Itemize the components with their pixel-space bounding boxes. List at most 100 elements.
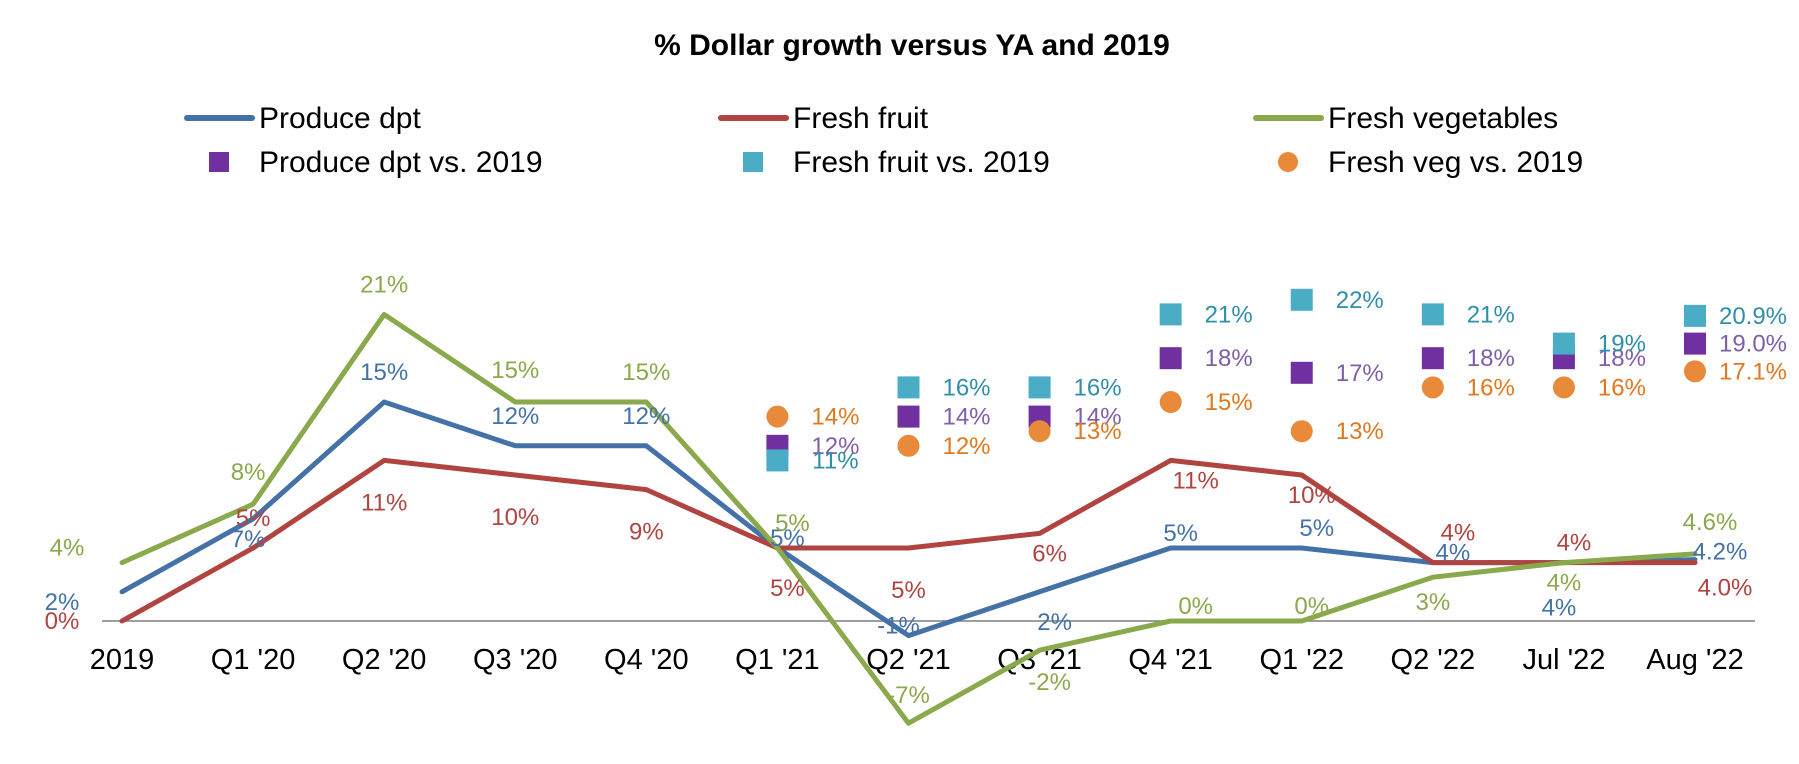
marker-produce-dpt-vs-2019-q4-21 [1159, 347, 1182, 370]
legend-produce-dpt-vs-2019-label: Produce dpt vs. 2019 [259, 146, 543, 179]
label-fresh-vegetables-q4-21: 0% [1178, 593, 1213, 620]
legend-produce-dpt-label: Produce dpt [259, 102, 421, 135]
label-fresh-fruit-q4-21: 11% [1173, 467, 1219, 494]
line-fresh-fruit [119, 457, 1698, 624]
x-tick-2019: 2019 [90, 644, 155, 676]
x-tick-q1-20: Q1 '20 [211, 644, 296, 676]
label-produce-dpt-q1-20: 7% [231, 526, 266, 553]
label-fresh-fruit-q3-20: 10% [491, 504, 539, 531]
label-fresh-vegetables-aug-22: 4.6% [1683, 509, 1738, 536]
label-produce-dpt-q4-21: 5% [1163, 520, 1198, 547]
line-fresh-vegetables [119, 311, 1698, 726]
marker-produce-dpt-vs-2019-q2-22 [1421, 347, 1444, 370]
label-produce-dpt-q3-21: 2% [1037, 609, 1072, 636]
legend: Produce dpt Fresh fruit Fresh vegetables Pr… [184, 102, 1583, 179]
label-fresh-vegetables-q1-20: 8% [231, 459, 266, 486]
legend-produce-dpt-vs-2019-swatch [209, 152, 229, 172]
label-produce-dpt-vs-2019-jul-22: 18% [1598, 345, 1646, 372]
legend-fresh-fruit: Fresh fruit [718, 102, 929, 135]
marker-fresh-fruit-vs-2019-q4-21 [1159, 303, 1182, 326]
label-fresh-veg-vs-2019-jul-22: 16% [1598, 374, 1646, 401]
marker-fresh-veg-vs-2019-q1-22 [1290, 420, 1313, 443]
label-fresh-fruit-vs-2019-q3-21: 16% [1074, 374, 1122, 401]
label-fresh-fruit-q4-20: 9% [629, 519, 664, 546]
label-produce-dpt-2019: 2% [45, 589, 80, 616]
marker-fresh-veg-vs-2019-q3-21 [1028, 420, 1051, 443]
marker-fresh-fruit-vs-2019-q2-22 [1421, 303, 1444, 326]
label-fresh-fruit-vs-2019-q2-22: 21% [1467, 301, 1515, 328]
line-series [119, 311, 1698, 726]
legend-fresh-vegetables-label: Fresh vegetables [1328, 102, 1558, 135]
label-fresh-fruit-vs-2019-q4-21: 21% [1205, 301, 1253, 328]
label-fresh-vegetables-jul-22: 4% [1547, 570, 1582, 597]
label-produce-dpt-q3-20: 12% [491, 403, 539, 430]
legend-fresh-fruit-vs-2019-swatch [743, 152, 763, 172]
label-fresh-fruit-vs-2019-q1-21: 11% [812, 447, 858, 474]
marker-fresh-veg-vs-2019-jul-22 [1552, 376, 1575, 399]
label-fresh-fruit-vs-2019-aug-22: 20.9% [1719, 303, 1787, 330]
data-labels: 2%7%15%12% 12%5%-1% 2%5% 5%4%4%4.2%0%5%11%1… [45, 271, 1787, 709]
label-fresh-fruit-jul-22: 4% [1557, 530, 1592, 557]
x-tick-aug-22: Aug '22 [1646, 644, 1743, 676]
label-produce-dpt-q2-21: -1% [877, 613, 920, 640]
label-fresh-vegetables-2019: 4% [50, 535, 85, 562]
label-produce-dpt-q2-20: 15% [360, 359, 408, 386]
label-fresh-vegetables-q3-21: -2% [1028, 669, 1071, 696]
legend-produce-dpt: Produce dpt [184, 102, 421, 135]
legend-fresh-veg-vs-2019-swatch [1278, 152, 1298, 172]
label-fresh-veg-vs-2019-q1-22: 13% [1336, 418, 1384, 445]
label-fresh-fruit-q2-22: 4% [1440, 520, 1475, 547]
x-tick-q4-20: Q4 '20 [604, 644, 689, 676]
label-fresh-veg-vs-2019-aug-22: 17.1% [1719, 358, 1787, 385]
label-fresh-vegetables-q1-21: 5% [775, 510, 810, 537]
marker-fresh-fruit-vs-2019-q2-21 [897, 376, 920, 399]
label-fresh-fruit-vs-2019-q2-21: 16% [942, 374, 990, 401]
label-fresh-vegetables-q2-22: 3% [1415, 589, 1450, 616]
label-produce-dpt-q2-22: 4% [1435, 540, 1470, 567]
label-fresh-fruit-q3-21: 6% [1032, 540, 1067, 567]
label-produce-dpt-vs-2019-aug-22: 19.0% [1719, 331, 1787, 358]
label-fresh-vegetables-q2-21: -7% [887, 682, 930, 709]
label-produce-dpt-vs-2019-q1-21: 12% [811, 433, 859, 460]
x-tick-q1-21: Q1 '21 [735, 644, 820, 676]
marker-fresh-fruit-vs-2019-q3-21 [1028, 376, 1051, 399]
label-fresh-fruit-q1-20: 5% [236, 505, 271, 532]
label-produce-dpt-q4-20: 12% [622, 403, 670, 430]
label-fresh-fruit-vs-2019-jul-22: 19% [1598, 331, 1646, 358]
x-tick-q2-21: Q2 '21 [866, 644, 951, 676]
label-produce-dpt-vs-2019-q2-22: 18% [1467, 345, 1515, 372]
marker-fresh-veg-vs-2019-aug-22 [1684, 360, 1706, 383]
label-produce-dpt-jul-22: 4% [1542, 595, 1577, 622]
legend-fresh-fruit-vs-2019-label: Fresh fruit vs. 2019 [793, 146, 1050, 179]
label-produce-dpt-aug-22: 4.2% [1693, 539, 1748, 566]
label-fresh-veg-vs-2019-q2-21: 12% [942, 433, 990, 460]
legend-fresh-vegetables: Fresh vegetables [1253, 102, 1558, 135]
label-fresh-veg-vs-2019-q4-21: 15% [1205, 389, 1253, 416]
marker-fresh-fruit-vs-2019-q1-21 [766, 449, 789, 472]
label-produce-dpt-vs-2019-q4-21: 18% [1205, 345, 1253, 372]
label-fresh-fruit-aug-22: 4.0% [1698, 575, 1753, 602]
label-fresh-vegetables-q3-20: 15% [491, 357, 539, 384]
label-fresh-fruit-q1-21: 5% [770, 575, 805, 602]
legend-produce-dpt-vs-2019: Produce dpt vs. 2019 [209, 146, 543, 179]
label-fresh-vegetables-q2-20: 21% [360, 271, 408, 298]
label-produce-dpt-q1-21: 5% [770, 525, 805, 552]
chart-title: % Dollar growth versus YA and 2019 [654, 29, 1170, 62]
legend-fresh-veg-vs-2019: Fresh veg vs. 2019 [1278, 146, 1583, 179]
x-tick-q2-20: Q2 '20 [342, 644, 427, 676]
x-tick-q4-21: Q4 '21 [1128, 644, 1213, 676]
legend-fresh-fruit-label: Fresh fruit [793, 102, 929, 135]
marker-produce-dpt-vs-2019-q2-21 [897, 405, 920, 428]
legend-fresh-fruit-vs-2019: Fresh fruit vs. 2019 [743, 146, 1050, 179]
label-fresh-fruit-q1-22: 10% [1288, 482, 1336, 509]
marker-produce-dpt-vs-2019-aug-22 [1684, 332, 1706, 355]
label-fresh-fruit-vs-2019-q1-22: 22% [1336, 287, 1384, 314]
label-fresh-fruit-q2-20: 11% [361, 489, 407, 516]
marker-fresh-veg-vs-2019-q1-21 [766, 405, 789, 428]
label-fresh-veg-vs-2019-q3-21: 13% [1074, 418, 1122, 445]
marker-fresh-fruit-vs-2019-jul-22 [1552, 332, 1575, 355]
label-produce-dpt-vs-2019-q3-21: 14% [1074, 404, 1122, 431]
legend-fresh-veg-vs-2019-label: Fresh veg vs. 2019 [1328, 146, 1583, 179]
marker-fresh-fruit-vs-2019-q1-22 [1290, 288, 1313, 311]
